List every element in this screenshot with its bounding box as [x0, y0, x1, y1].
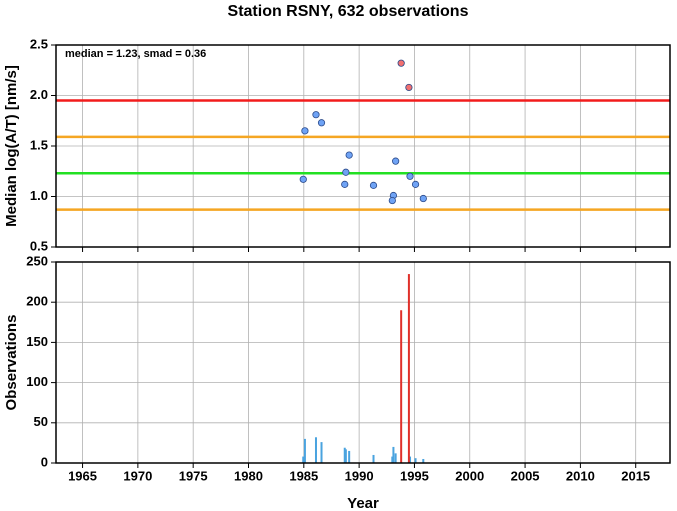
x-tick-label: 1995: [400, 468, 429, 483]
y-tick-label: 2.0: [30, 87, 48, 102]
point: [312, 111, 320, 119]
plot-frame: [55, 261, 671, 464]
x-tick-label: 1985: [289, 468, 318, 483]
bar: [394, 453, 397, 463]
annotation: median = 1.23, smad = 0.36: [65, 48, 206, 60]
y-tick-label: 1.5: [30, 137, 48, 152]
bar: [391, 456, 394, 463]
point: [392, 157, 400, 165]
x-tick-label: 2010: [566, 468, 595, 483]
y-axis-label: Observations: [3, 315, 20, 411]
bar: [314, 437, 317, 463]
point: [419, 194, 427, 203]
point: [301, 127, 309, 135]
point: [406, 172, 414, 180]
y-axis-label: Median log(A/T) [nm/s]: [3, 65, 20, 227]
x-tick-label: 1990: [345, 468, 374, 483]
x-tick-label: 1970: [123, 468, 152, 483]
y-tick-label: 150: [26, 334, 48, 349]
x-tick-label: 1975: [179, 468, 208, 483]
x-tick-label: 2015: [621, 468, 650, 483]
bar: [303, 438, 306, 463]
bar: [344, 449, 347, 463]
bar: [320, 442, 323, 463]
point: [342, 168, 350, 176]
y-tick-label: 1.0: [30, 188, 48, 203]
bar: [348, 450, 351, 463]
bar: [392, 446, 395, 463]
y-tick-label: 200: [26, 294, 48, 309]
bar: [372, 454, 375, 463]
point: [411, 180, 420, 188]
point: [397, 59, 405, 67]
bar: [343, 447, 346, 463]
point: [299, 175, 307, 183]
bar: [400, 310, 403, 463]
chart-title: Station RSNY, 632 observations: [228, 3, 469, 20]
y-tick-label: 50: [34, 414, 48, 429]
bar: [302, 456, 305, 463]
bar: [414, 458, 417, 463]
point: [341, 180, 349, 188]
point: [388, 196, 396, 205]
bar: [422, 458, 425, 463]
x-tick-label: 1980: [234, 468, 263, 483]
point: [345, 151, 353, 159]
bar: [409, 456, 412, 463]
y-tick-label: 250: [26, 253, 48, 268]
plot-frame: [55, 44, 671, 248]
y-tick-label: 0: [41, 454, 48, 469]
y-tick-label: 0.5: [30, 238, 48, 253]
point: [369, 181, 378, 189]
y-tick-label: 100: [26, 374, 48, 389]
x-tick-label: 2000: [455, 468, 484, 483]
y-tick-label: 2.5: [30, 36, 48, 51]
bar: [407, 274, 410, 463]
x-axis-label: Year: [347, 495, 379, 511]
point: [317, 119, 326, 127]
point: [405, 83, 413, 92]
x-tick-label: 1965: [68, 468, 97, 483]
x-tick-label: 2005: [511, 468, 540, 483]
